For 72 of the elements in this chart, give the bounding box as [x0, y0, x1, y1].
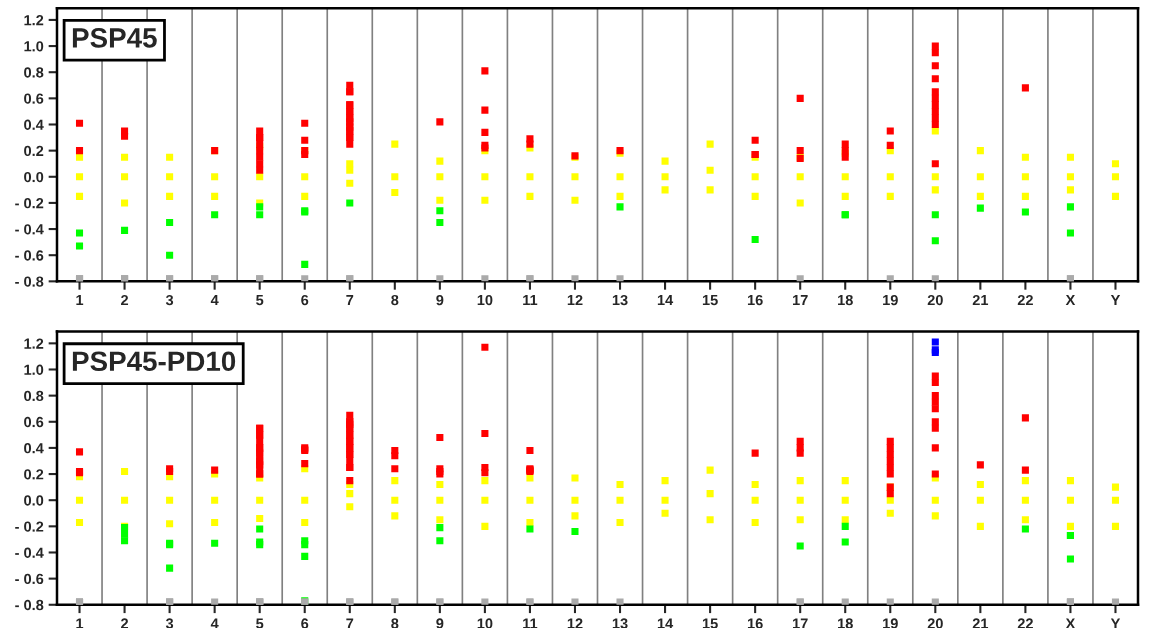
y-tick-label: 1.0	[24, 41, 44, 52]
x-tick-label: 7	[346, 618, 354, 628]
x-tick-label: 8	[391, 618, 399, 628]
x-tick-label: 9	[436, 618, 444, 628]
x-tick-label: 14	[657, 618, 674, 628]
x-tick-label: 7	[346, 295, 354, 306]
x-tick-label: 21	[972, 618, 989, 628]
x-tick-label: 9	[436, 294, 444, 306]
y-tick-label: - 0.2	[15, 521, 44, 532]
x-tick-label: X	[1065, 295, 1076, 306]
y-tick-label: 0.2	[24, 469, 44, 480]
y-tick-label: 0.0	[24, 171, 44, 183]
x-tick-label: 13	[612, 618, 628, 628]
x-tick-label: 6	[301, 618, 309, 628]
x-tick-label: 15	[702, 295, 718, 306]
x-tick-label: 3	[165, 618, 174, 628]
x-tick-label: 4	[210, 618, 219, 628]
text: PSP45	[72, 28, 157, 48]
x-tick-label: 22	[1017, 618, 1033, 628]
x-tick-label: 19	[883, 618, 898, 628]
x-tick-label: 14	[657, 295, 674, 306]
y-tick-label: 0.0	[24, 495, 44, 506]
x-tick-label: 1	[76, 295, 84, 306]
x-tick-label: 12	[567, 294, 583, 306]
y-tick-label: 0.4	[24, 119, 44, 130]
y-tick-label: 1.0	[24, 364, 44, 375]
x-tick-label: 4	[210, 295, 219, 306]
x-tick-label: 21	[972, 294, 989, 306]
x-tick-label: 1	[76, 618, 84, 628]
y-tick-label: - 0.6	[15, 573, 44, 585]
y-tick-label: 0.6	[24, 93, 44, 104]
y-tick-label: 1.2	[24, 338, 44, 349]
text: PSP45-PD10	[72, 351, 236, 372]
x-tick-label: Y	[1110, 618, 1121, 628]
x-tick-label: 18	[838, 618, 853, 628]
x-tick-label: 17	[793, 618, 808, 628]
y-tick-label: - 0.2	[15, 198, 44, 209]
y-tick-label: 1.2	[24, 15, 44, 26]
y-tick-label: 0.6	[24, 416, 44, 428]
y-tick-label: - 0.8	[15, 599, 44, 611]
y-tick-label: - 0.4	[15, 547, 44, 558]
x-tick-label: 6	[301, 294, 309, 306]
x-tick-label: 18	[838, 294, 853, 306]
y-tick-label: - 0.4	[15, 224, 44, 235]
x-tick-label: 10	[477, 294, 493, 306]
x-tick-label: 15	[702, 618, 718, 628]
x-tick-label: 2	[121, 618, 129, 628]
y-tick-label: 0.8	[24, 390, 44, 402]
x-tick-label: 11	[523, 618, 538, 628]
x-tick-label: X	[1065, 618, 1076, 628]
y-tick-label: 0.2	[24, 145, 44, 157]
x-tick-label: 17	[793, 295, 808, 306]
x-tick-label: 3	[165, 294, 174, 306]
x-tick-label: 8	[391, 294, 399, 306]
x-tick-label: 20	[927, 618, 943, 628]
x-tick-label: 11	[523, 295, 538, 306]
y-tick-label: - 0.6	[15, 250, 44, 261]
x-tick-label: 13	[612, 294, 628, 306]
y-tick-label: 0.8	[24, 67, 44, 78]
x-tick-label: Y	[1110, 295, 1121, 306]
x-tick-label: 10	[477, 618, 493, 628]
y-tick-label: - 0.8	[15, 276, 44, 287]
x-tick-label: 12	[567, 618, 583, 628]
x-tick-label: 16	[747, 618, 763, 628]
x-tick-label: 5	[256, 295, 264, 306]
x-tick-label: 19	[883, 294, 898, 306]
x-tick-label: 20	[927, 294, 943, 306]
x-tick-label: 2	[121, 294, 129, 306]
x-tick-label: 5	[256, 618, 264, 628]
x-tick-label: 22	[1017, 294, 1033, 306]
x-tick-label: 16	[747, 294, 763, 306]
y-tick-label: 0.4	[24, 443, 44, 454]
